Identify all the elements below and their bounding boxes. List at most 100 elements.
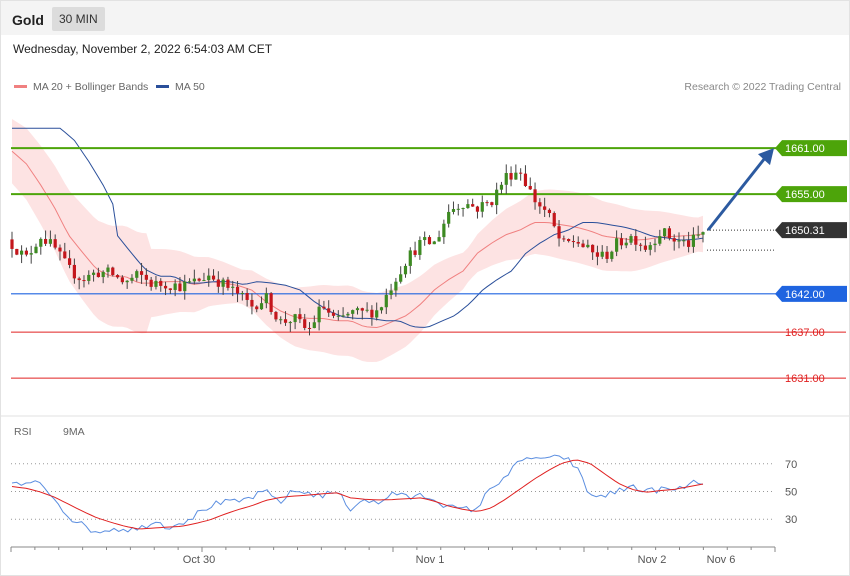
candle-body <box>480 202 484 212</box>
candle-body <box>19 250 24 255</box>
candle-body <box>375 310 379 318</box>
candle-body <box>629 236 633 243</box>
candle-body <box>519 172 523 174</box>
instrument-title: Gold <box>12 12 44 28</box>
bollinger-band <box>12 119 703 362</box>
candle-body <box>634 236 638 245</box>
candle-body <box>29 253 33 255</box>
candle-body <box>336 315 340 317</box>
candle-body <box>139 271 144 275</box>
candle-body <box>317 306 321 323</box>
candle-body <box>39 238 43 247</box>
candle-body <box>192 278 196 282</box>
candle-body <box>178 283 182 292</box>
candle-body <box>389 290 393 295</box>
candle-body <box>447 211 451 224</box>
candle-body <box>58 247 62 252</box>
candle-body <box>691 234 696 247</box>
candle-body <box>130 277 134 281</box>
candle-body <box>187 281 192 283</box>
candle-body <box>576 241 580 244</box>
price-panel: 1661.00 1655.00 1650.31 1642.00 1637.00 1631.… <box>10 119 847 385</box>
candle-body <box>341 315 345 317</box>
candle-body <box>687 240 691 247</box>
candle-body <box>552 213 556 227</box>
candle-body <box>168 288 172 290</box>
candle-body <box>115 275 120 278</box>
candle-body <box>509 173 513 180</box>
ma20-swatch <box>14 84 27 88</box>
candle-body <box>255 306 259 310</box>
candle-body <box>403 265 408 275</box>
candle-body <box>303 319 307 328</box>
candle-body <box>471 204 475 207</box>
candle-body <box>48 239 52 244</box>
candle-body <box>159 280 163 286</box>
candle-body <box>567 239 571 242</box>
candle-body <box>283 319 288 323</box>
candle-body <box>682 240 686 242</box>
candle-body <box>101 271 105 278</box>
forecast-arrow-shaft <box>706 153 770 232</box>
candle-body <box>327 308 331 313</box>
candle-body <box>111 267 115 276</box>
candle-body <box>77 278 81 281</box>
candle-body <box>523 173 528 187</box>
candle-body <box>197 278 201 281</box>
level-label: 1631.00 <box>785 373 825 385</box>
candle-body <box>538 202 542 207</box>
candle-body <box>67 258 72 265</box>
candle-body <box>298 314 302 320</box>
candle-body <box>643 245 648 250</box>
x-tick-label: Nov 2 <box>638 554 667 566</box>
credit-text: Research © 2022 Trading Central <box>684 81 841 93</box>
candle-body <box>547 209 552 214</box>
candle-body <box>581 243 585 248</box>
candle-body <box>663 228 667 237</box>
candle-body <box>624 242 628 246</box>
candle-body <box>451 209 456 212</box>
candle-body <box>557 226 561 239</box>
candle-body <box>202 280 206 282</box>
x-tick-label: Oct 30 <box>183 554 215 566</box>
candle-body <box>591 244 595 253</box>
level-label: 1642.00 <box>785 289 825 301</box>
candle-body <box>235 286 240 294</box>
candle-body <box>379 307 384 311</box>
level-tag <box>775 285 847 302</box>
candle-body <box>586 244 590 248</box>
candle-body <box>696 234 700 236</box>
candle-body <box>442 223 446 238</box>
candle-body <box>351 310 355 314</box>
legend-rsi-label: RSI <box>14 426 32 438</box>
candle-body <box>543 206 547 210</box>
candle-body <box>499 184 504 190</box>
candle-body <box>658 236 662 244</box>
candle-body <box>514 172 518 180</box>
legend-ma20-label: MA 20 + Bollinger Bands <box>33 81 149 93</box>
candle-body <box>269 293 273 312</box>
level-label: 1637.00 <box>785 327 825 339</box>
candle-body <box>533 189 537 203</box>
candle-body <box>125 280 129 283</box>
candle-body <box>600 251 604 257</box>
candle-body <box>231 286 235 288</box>
candle-body <box>495 189 499 206</box>
candle-body <box>87 274 91 281</box>
candle-body <box>91 272 96 275</box>
candle-body <box>648 245 652 250</box>
candle-body <box>562 238 566 240</box>
legend-9ma-label: 9MA <box>63 426 85 438</box>
rsi-level-label: 30 <box>785 514 797 526</box>
candle-body <box>250 299 254 307</box>
candle-body <box>595 252 600 257</box>
candle-body <box>82 280 86 282</box>
candle-body <box>485 202 489 204</box>
level-label: 1661.00 <box>785 143 825 155</box>
candle-body <box>370 309 374 318</box>
candle-body <box>408 250 412 266</box>
candle-body <box>346 313 350 316</box>
candle-body <box>149 279 153 287</box>
candle-body <box>394 281 398 291</box>
timeframe-button[interactable]: 30 MIN <box>52 7 105 31</box>
